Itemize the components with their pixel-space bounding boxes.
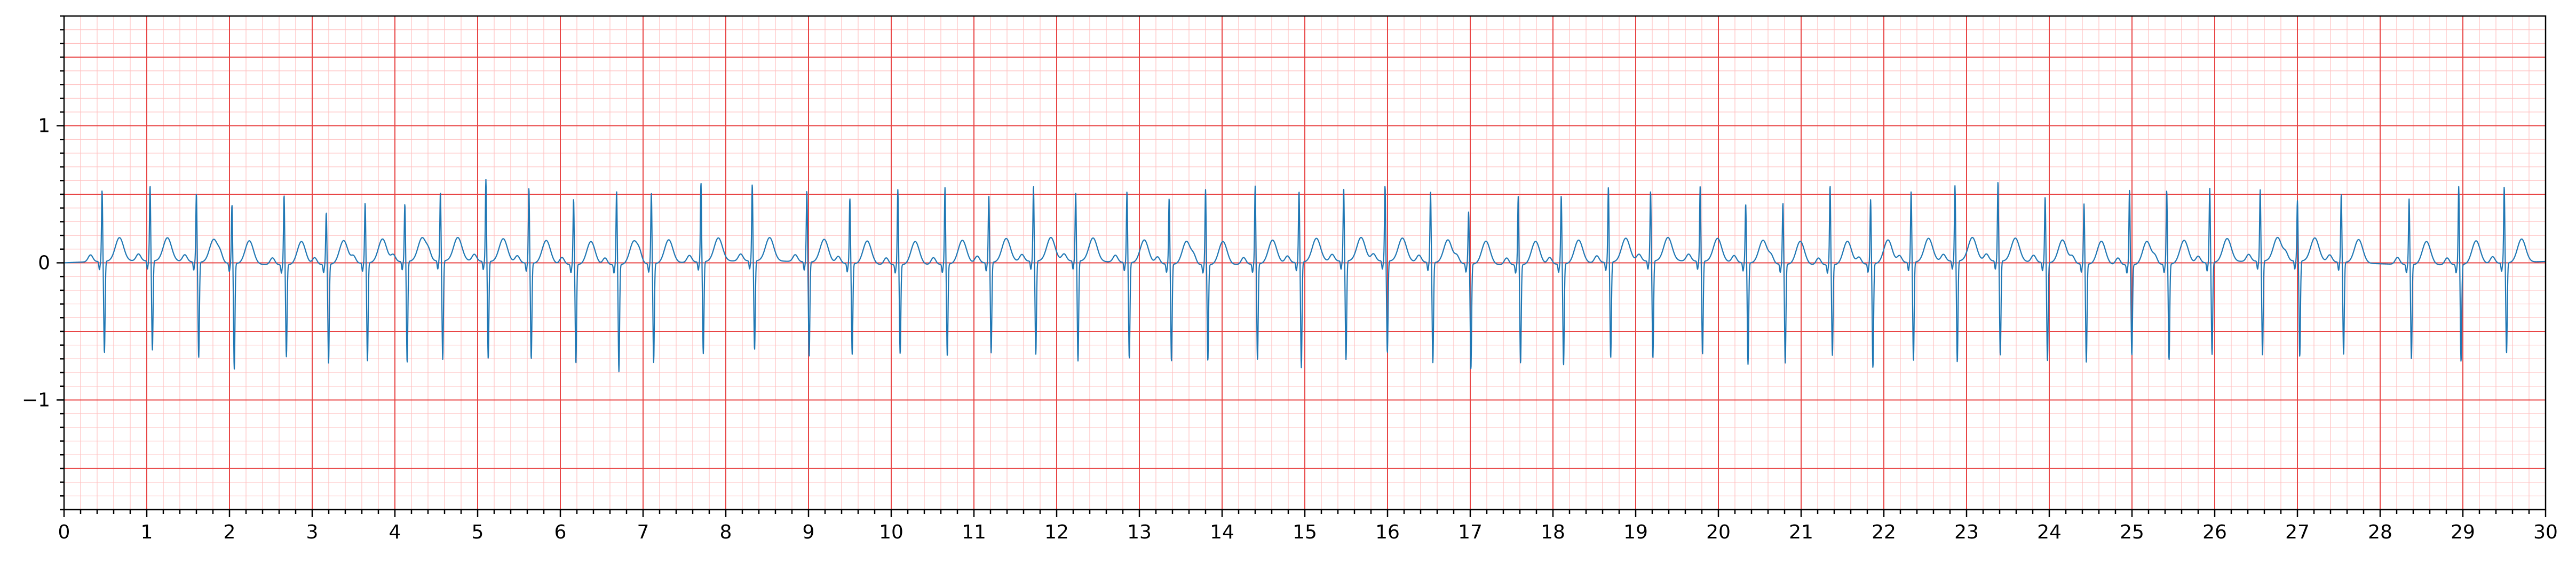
r-peak-point — [573, 196, 574, 197]
r-peak-point — [528, 187, 529, 188]
x-tick-label: 17 — [1458, 521, 1483, 543]
x-tick-label: 27 — [2285, 521, 2310, 543]
r-peak-point — [1169, 196, 1170, 197]
r-peak-point — [1650, 192, 1651, 193]
r-peak-point — [1468, 210, 1469, 211]
y-tick-label: 0 — [38, 252, 50, 274]
x-tick-label: 29 — [2451, 521, 2475, 543]
r-peak-point — [1075, 194, 1076, 195]
r-peak-point — [1998, 183, 1999, 184]
x-tick-label: 4 — [389, 521, 401, 543]
r-peak-point — [1205, 187, 1206, 188]
x-tick-label: 23 — [1954, 521, 1979, 543]
r-peak-point — [196, 194, 197, 195]
r-peak-point — [1782, 201, 1784, 202]
r-peak-point — [897, 187, 898, 188]
r-peak-point — [616, 188, 617, 189]
x-tick-label: 13 — [1127, 521, 1152, 543]
r-peak-point — [1127, 191, 1128, 192]
r-peak-point — [1745, 203, 1746, 204]
x-tick-label: 8 — [720, 521, 732, 543]
x-tick-label: 6 — [554, 521, 567, 543]
y-tick-label: 1 — [38, 115, 50, 137]
r-peak-point — [1700, 187, 1701, 188]
x-tick-label: 7 — [637, 521, 649, 543]
r-peak-point — [701, 183, 702, 184]
r-peak-point — [1911, 191, 1912, 192]
r-peak-point — [1430, 191, 1431, 192]
r-peak-point — [988, 195, 989, 196]
x-tick-label: 30 — [2533, 521, 2558, 543]
r-peak-point — [2129, 187, 2130, 188]
x-tick-label: 19 — [1623, 521, 1648, 543]
x-tick-label: 2 — [224, 521, 236, 543]
x-axis: 0 1 2 3 4 5 6 7 8 9 10 11 12 13 14 15 16 17 18 19 20 21 22 23 24… — [58, 510, 2558, 543]
r-peak-point — [2341, 194, 2342, 195]
x-tick-label: 12 — [1044, 521, 1069, 543]
r-peak-point — [2458, 184, 2459, 185]
x-tick-label: 0 — [58, 521, 70, 543]
r-peak-point — [1255, 184, 1256, 185]
x-tick-label: 18 — [1541, 521, 1565, 543]
x-tick-label: 9 — [803, 521, 815, 543]
r-peak-point — [651, 191, 652, 192]
x-tick-label: 28 — [2368, 521, 2392, 543]
r-peak-point — [2408, 196, 2409, 197]
r-peak-point — [1384, 187, 1385, 188]
r-peak-point — [440, 194, 441, 195]
r-peak-point — [1561, 194, 1562, 195]
r-peak-point — [2297, 202, 2298, 203]
r-peak-point — [364, 202, 366, 203]
x-tick-label: 20 — [1706, 521, 1731, 543]
r-peak-point — [2504, 186, 2505, 187]
x-tick-label: 21 — [1789, 521, 1813, 543]
r-peak-point — [1343, 189, 1344, 191]
x-tick-label: 15 — [1293, 521, 1317, 543]
x-tick-label: 26 — [2202, 521, 2227, 543]
x-tick-label: 16 — [1375, 521, 1400, 543]
r-peak-point — [945, 186, 946, 187]
r-peak-point — [2166, 188, 2167, 189]
x-tick-label: 3 — [306, 521, 319, 543]
r-peak-point — [1298, 191, 1299, 192]
r-peak-point — [1829, 183, 1830, 184]
r-peak-point — [405, 205, 406, 206]
r-peak-point — [326, 210, 327, 211]
r-peak-point — [1954, 187, 1955, 188]
r-peak-point — [2209, 187, 2210, 188]
r-peak-point — [1518, 194, 1519, 195]
r-peak-point — [2260, 191, 2261, 192]
x-tick-label: 24 — [2037, 521, 2062, 543]
x-tick-label: 25 — [2120, 521, 2144, 543]
r-peak-point — [149, 187, 150, 188]
x-tick-label: 10 — [879, 521, 903, 543]
y-axis: −1 0 1 — [22, 15, 64, 511]
x-tick-label: 1 — [141, 521, 153, 543]
r-peak-point — [2044, 196, 2046, 197]
y-tick-label: −1 — [22, 389, 50, 411]
ecg-series-line — [64, 178, 2546, 372]
r-peak-point — [1608, 187, 1609, 188]
r-peak-point — [2083, 202, 2084, 203]
r-peak-point — [806, 191, 807, 192]
r-peak-point — [232, 203, 233, 204]
x-tick-label: 11 — [962, 521, 986, 543]
r-peak-point — [486, 180, 487, 181]
ecg-trace-layer — [64, 178, 2546, 372]
r-peak-point — [101, 191, 102, 192]
x-tick-label: 22 — [1872, 521, 1896, 543]
r-peak-point — [850, 196, 851, 197]
x-tick-label: 5 — [472, 521, 484, 543]
r-peak-point — [283, 192, 284, 193]
r-peak-point — [1033, 187, 1034, 188]
r-peak-point — [1870, 198, 1871, 199]
r-peak-point — [752, 186, 753, 187]
x-tick-label: 14 — [1210, 521, 1234, 543]
